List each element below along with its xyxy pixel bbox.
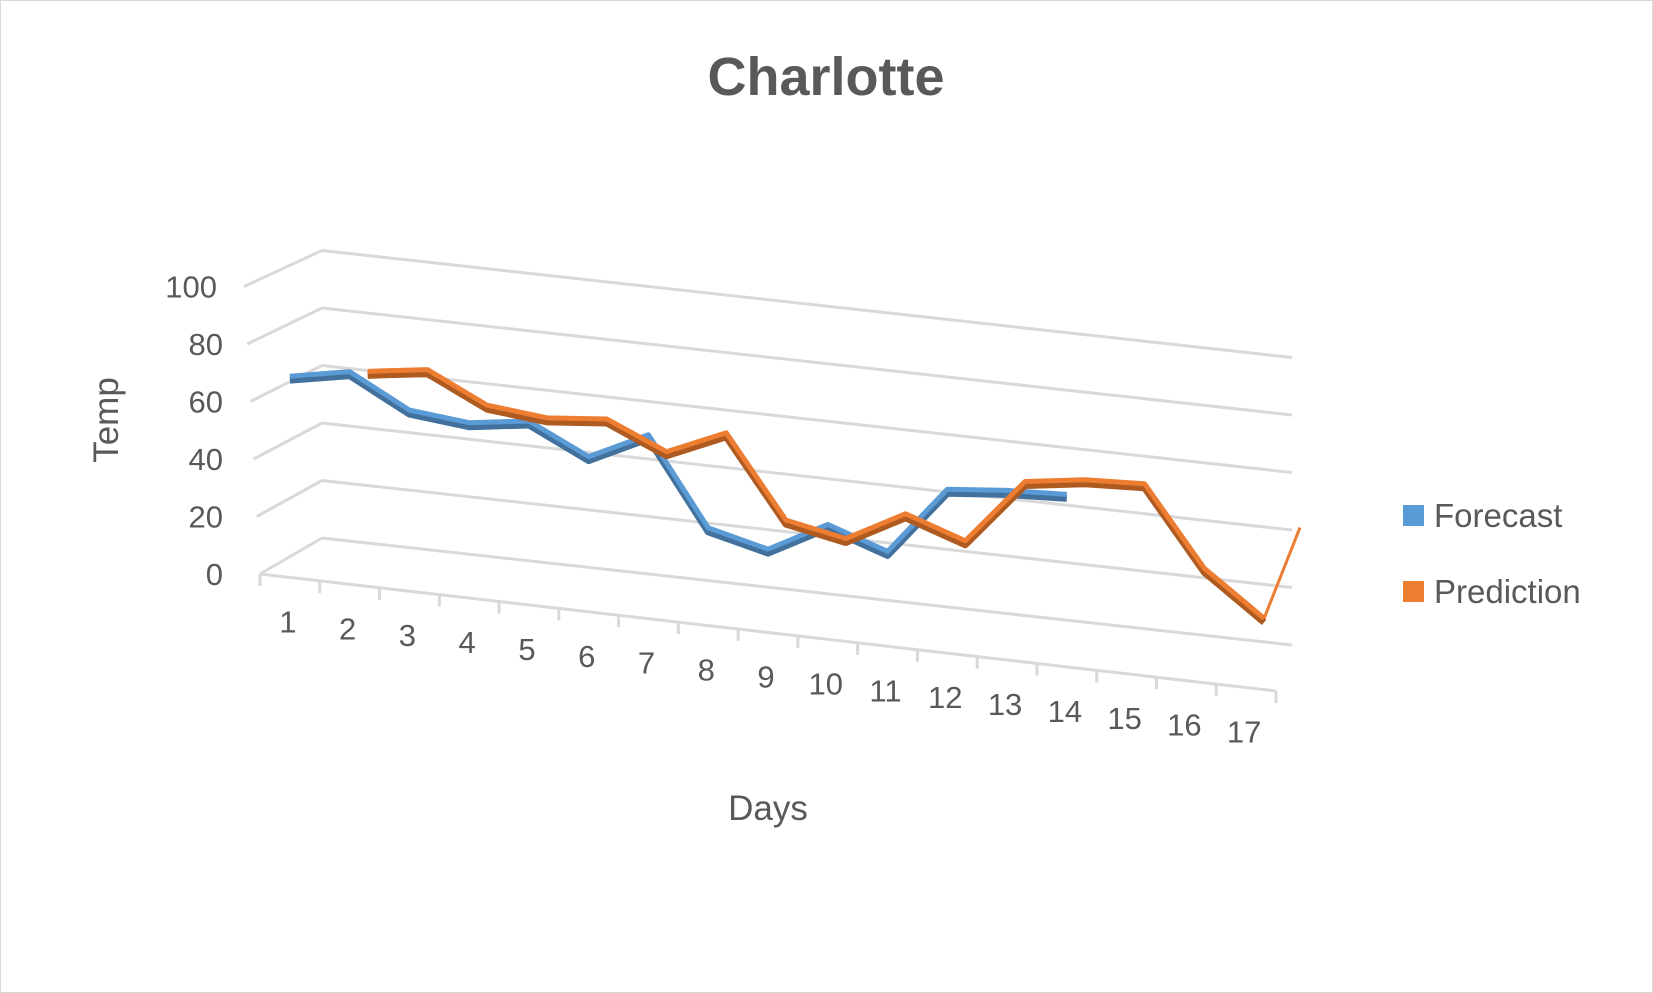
legend-label: Forecast	[1434, 497, 1562, 534]
y-axis-title: Temp	[87, 377, 126, 463]
series-line-prediction-tail	[1262, 527, 1302, 619]
x-tick-label: 8	[698, 653, 715, 688]
x-axis: 1 2 3 4 5 6 7 8 9 10 11 12 13 14 15 16 17	[258, 572, 1278, 750]
series-line-forecast	[289, 369, 1067, 554]
y-axis: 0 20 40 60 80 100	[165, 270, 223, 593]
y-tick-label: 60	[189, 385, 223, 420]
gridline-side	[259, 536, 323, 576]
series-line-shadow	[289, 372, 1068, 559]
x-tick-label: 4	[459, 625, 476, 660]
legend: Forecast Prediction	[1403, 497, 1581, 610]
x-tick-label: 17	[1227, 715, 1261, 750]
y-tick-label: 100	[165, 270, 217, 305]
x-tick-label: 5	[518, 632, 535, 667]
gridline-side	[249, 364, 323, 403]
gridlines	[243, 249, 1293, 647]
legend-label: Prediction	[1434, 573, 1581, 610]
x-tick-label: 3	[399, 618, 416, 653]
x-tick-label: 15	[1107, 701, 1141, 736]
x-tick-label: 13	[988, 687, 1022, 722]
series-lines	[289, 367, 1302, 625]
x-tick-label: 1	[279, 604, 296, 639]
x-tick-label: 14	[1048, 694, 1082, 729]
series-line-shadow	[367, 370, 1267, 625]
x-tick-label: 11	[869, 673, 901, 708]
x-tick-label: 9	[757, 660, 774, 695]
legend-swatch	[1403, 581, 1424, 602]
gridline	[321, 421, 1293, 532]
x-axis-line	[259, 572, 1277, 693]
legend-swatch	[1403, 505, 1424, 526]
x-tick-label: 7	[638, 646, 655, 681]
x-tick-label: 2	[339, 611, 356, 646]
x-tick-label: 16	[1167, 708, 1201, 743]
x-tick-label: 6	[578, 639, 595, 674]
x-tick-label: 10	[809, 666, 843, 701]
series-line-prediction	[367, 367, 1266, 621]
gridline	[321, 536, 1293, 647]
gridline-side	[246, 306, 323, 346]
x-axis-title: Days	[728, 789, 808, 828]
y-tick-label: 40	[189, 442, 223, 477]
x-tick-label: 12	[928, 680, 962, 715]
gridline	[321, 364, 1293, 474]
y-tick-label: 20	[189, 500, 223, 535]
gridline	[321, 249, 1293, 359]
y-tick-label: 0	[206, 557, 223, 592]
gridline-side	[252, 421, 323, 461]
y-tick-label: 80	[189, 327, 223, 362]
gridline-side	[256, 479, 323, 518]
gridline	[321, 306, 1293, 417]
chart-title: Charlotte	[707, 47, 944, 107]
gridline-side	[243, 249, 323, 288]
